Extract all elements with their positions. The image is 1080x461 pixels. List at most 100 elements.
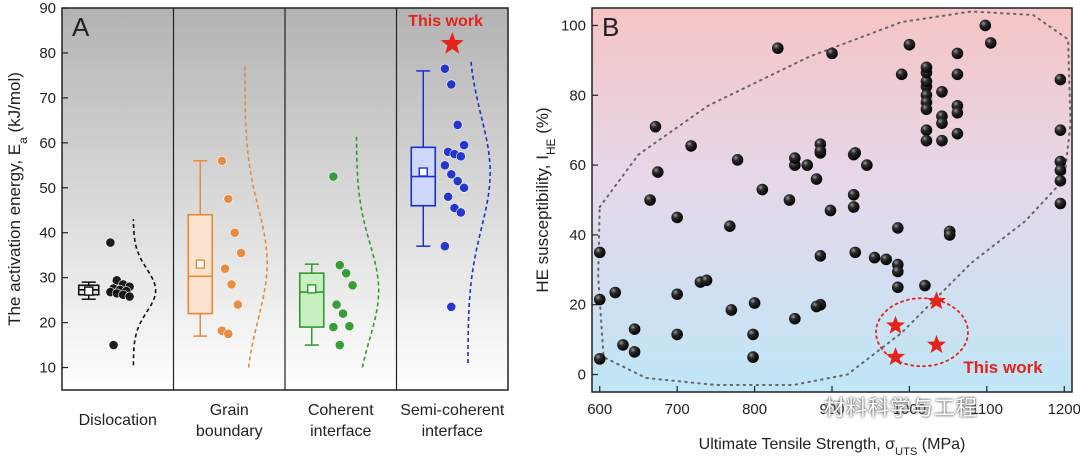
data-point (446, 79, 457, 90)
panel-label: B (602, 12, 619, 42)
distribution-curve (355, 133, 380, 368)
data-point (1054, 197, 1067, 210)
data-point (223, 194, 234, 204)
group-semi-coherent-interface (410, 61, 492, 364)
data-point (671, 211, 683, 224)
data-point (671, 328, 683, 341)
data-point (443, 191, 453, 202)
data-point (455, 207, 466, 218)
data-point (936, 85, 948, 98)
this-work-star (927, 291, 946, 310)
box (298, 272, 325, 328)
y-tick-label: 30 (39, 270, 56, 287)
y-tick-label: 20 (569, 297, 586, 314)
data-point (328, 171, 339, 182)
data-point (903, 38, 916, 51)
data-point (951, 68, 964, 81)
data-point (617, 339, 629, 351)
data-point (223, 328, 234, 339)
data-point (824, 204, 837, 217)
data-point (849, 147, 862, 159)
group-dislocation (77, 219, 157, 366)
data-point (439, 63, 450, 74)
data-point (936, 117, 948, 129)
y-tick-label: 20 (39, 315, 56, 332)
y-tick-label: 0 (578, 367, 586, 384)
data-point (446, 169, 457, 180)
data-point (920, 134, 933, 147)
panel-b-background (592, 8, 1072, 392)
mean-marker (307, 284, 317, 294)
data-point (649, 120, 662, 133)
category-label: Dislocation (79, 412, 157, 429)
data-point (951, 127, 964, 140)
data-point (919, 279, 931, 292)
x-tick-label: 700 (665, 401, 690, 418)
data-point (772, 42, 784, 54)
y-tick-label: 80 (39, 45, 56, 62)
data-point (920, 124, 933, 136)
distribution-curve (244, 66, 269, 368)
data-point (880, 253, 892, 266)
data-point (334, 340, 345, 350)
y-tick-label: 90 (39, 0, 56, 17)
data-point (439, 241, 450, 252)
category-label: interface (422, 423, 483, 440)
group-coherent-interface (298, 133, 380, 368)
mean-marker (418, 167, 428, 177)
mean-marker (195, 259, 205, 269)
y-tick-label: 100 (561, 17, 586, 34)
data-point (814, 250, 827, 262)
data-point (1054, 175, 1067, 187)
data-point (226, 279, 237, 290)
data-point (892, 281, 904, 294)
data-point (810, 173, 823, 185)
data-point (943, 229, 956, 241)
x-tick-label: 1000 (893, 401, 926, 418)
data-point (446, 301, 457, 312)
data-point (1054, 124, 1067, 136)
data-point (731, 154, 744, 166)
data-point (341, 268, 352, 279)
data-point (700, 274, 713, 287)
data-point (951, 106, 964, 119)
data-point (892, 265, 904, 278)
this-work-star (886, 315, 905, 334)
this-work-star (440, 32, 464, 54)
data-point (338, 308, 348, 319)
data-point (1054, 73, 1067, 86)
watermark: 材料科学与工程 (824, 396, 978, 420)
data-point (847, 201, 860, 213)
data-point (826, 47, 838, 60)
data-point (724, 220, 736, 232)
group-grain-boundary (187, 66, 269, 368)
data-point (593, 246, 606, 259)
data-point (334, 260, 345, 270)
data-point (593, 293, 606, 306)
data-point (232, 299, 243, 310)
data-point (685, 140, 697, 152)
this-work-label: This work (408, 13, 483, 30)
data-point (748, 297, 761, 309)
y-axis-label: The activation energy, Ea (kJ/mol) (5, 72, 30, 326)
data-point (628, 346, 641, 358)
y-tick-label: 50 (39, 180, 56, 197)
this-work-ellipse (875, 297, 969, 368)
data-point (439, 160, 450, 171)
data-point (229, 227, 240, 238)
data-point (652, 166, 664, 178)
data-point (920, 75, 933, 88)
this-work-label: This work (963, 358, 1043, 377)
x-tick-label: 1200 (1048, 401, 1080, 418)
data-point (347, 280, 358, 291)
data-point (593, 353, 606, 365)
data-point (868, 251, 881, 264)
data-point (671, 288, 683, 301)
data-point (895, 68, 908, 81)
data-point (459, 140, 469, 150)
data-point (331, 299, 342, 310)
x-axis-label: Ultimate Tensile Strength, σUTS (MPa) (699, 436, 966, 456)
data-point (789, 152, 801, 164)
data-point (644, 194, 656, 206)
